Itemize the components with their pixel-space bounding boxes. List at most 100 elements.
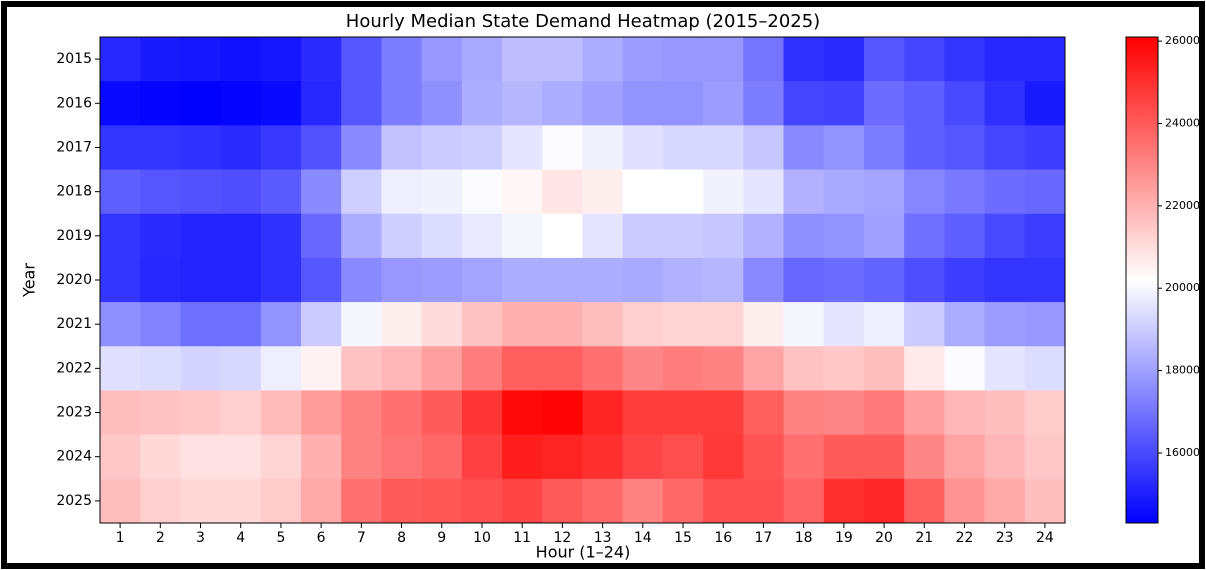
heat-cell [301,169,342,215]
heat-cell [662,390,704,436]
heat-cell [823,37,865,82]
heat-cell [180,213,222,259]
heat-cell [180,478,222,524]
y-tick-label: 2024 [56,449,92,465]
heat-cell [502,478,543,524]
heat-cell [904,213,945,259]
heat-cell [703,257,744,303]
heat-cell [743,257,785,303]
heat-cell [823,390,865,436]
heat-cell [984,346,1026,391]
heat-cell [662,478,704,524]
y-tick-label: 2020 [56,272,92,288]
heat-cell [823,169,865,215]
heat-cell [783,213,825,259]
heat-cell [421,81,463,126]
heat-cell [461,257,503,303]
x-tick-label: 3 [196,530,205,546]
heat-cell [461,390,503,436]
heat-cell [301,434,342,480]
heat-cell [260,257,302,303]
heat-cell [783,434,825,480]
heat-cell [220,478,262,524]
heat-cell [542,37,583,82]
heat-cell [1024,37,1066,82]
heat-cell [461,169,503,215]
heat-cell [783,169,825,215]
heat-cell [582,478,624,524]
heat-cell [542,478,583,524]
heat-cell [904,478,945,524]
heat-cell [220,302,262,347]
heat-cell [703,302,744,347]
colorbar-tick-label: 20000 [1165,281,1200,294]
heat-cell [180,125,222,171]
heat-cell [260,81,302,126]
heat-cell [1024,125,1066,171]
heat-cell [180,434,222,480]
heat-cell [260,213,302,259]
heat-cell [542,346,583,391]
heat-cell [140,390,181,436]
heat-cell [662,213,704,259]
heat-cell [542,125,583,171]
heat-cell [863,390,905,436]
heat-cell [461,302,503,347]
heat-cell [622,478,664,524]
x-tick-label: 1 [116,530,125,546]
heat-cell [421,257,463,303]
heat-cell [140,125,181,171]
heat-cell [301,125,342,171]
heat-cell [944,257,986,303]
heat-cell [220,434,262,480]
heat-cell [662,125,704,171]
heat-cell [381,390,423,436]
heat-cell [863,37,905,82]
heat-cell [542,81,583,126]
heat-cell [301,81,342,126]
heat-cell [622,434,664,480]
heat-cell [823,302,865,347]
x-tick-label: 21 [915,530,933,546]
heat-cell [341,257,382,303]
heat-cell [582,213,624,259]
x-tick-label: 9 [437,530,446,546]
heat-cell [260,434,302,480]
heat-cell [823,213,865,259]
x-tick-label: 14 [634,530,652,546]
heat-cell [622,390,664,436]
heat-cell [783,37,825,82]
x-tick-label: 20 [875,530,893,546]
heat-cell [944,81,986,126]
heat-cell [341,346,382,391]
colorbar-tick-label: 16000 [1165,446,1200,459]
heat-cell [381,125,423,171]
heat-cell [904,302,945,347]
heat-cell [502,302,543,347]
heat-cell [301,302,342,347]
heat-cell [502,81,543,126]
heat-cell [502,346,543,391]
heat-cell [140,37,181,82]
heat-cell [904,434,945,480]
heat-cell [904,125,945,171]
heat-cell [944,478,986,524]
x-tick-label: 13 [594,530,612,546]
heat-cell [140,257,181,303]
heat-cell [863,478,905,524]
heat-cell [783,257,825,303]
heat-cell [542,302,583,347]
heat-cell [220,81,262,126]
heat-cell [904,169,945,215]
heat-cell [743,125,785,171]
y-tick-label: 2018 [56,184,92,200]
heat-cell [301,213,342,259]
heat-cell [1024,169,1066,215]
y-tick-label: 2019 [56,228,92,244]
colorbar-tick-label: 26000 [1165,34,1200,47]
heat-cell [260,478,302,524]
heat-cell [180,257,222,303]
heat-cell [944,213,986,259]
x-tick-label: 12 [553,530,571,546]
heat-cell [944,37,986,82]
